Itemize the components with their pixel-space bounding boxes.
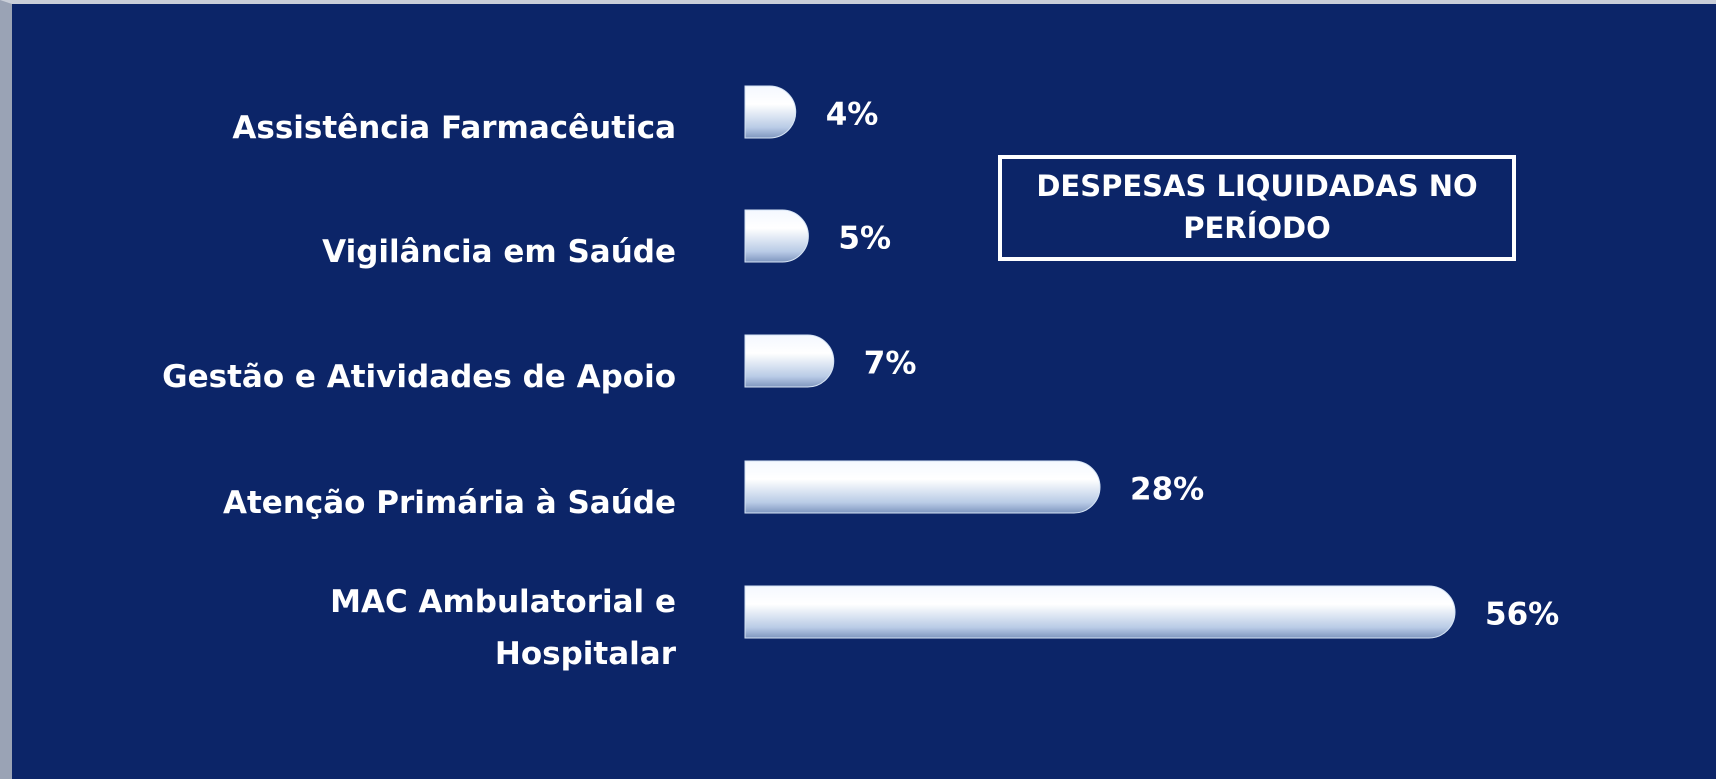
annotation-box: DESPESAS LIQUIDADAS NO PERÍODO bbox=[998, 155, 1516, 261]
bar bbox=[744, 334, 835, 388]
data-label: 5% bbox=[838, 221, 891, 257]
data-label: 28% bbox=[1130, 472, 1204, 508]
category-label: MAC Ambulatorial e Hospitalar bbox=[330, 584, 676, 672]
category-label: Atenção Primária à Saúde bbox=[222, 485, 676, 521]
data-label: 56% bbox=[1485, 597, 1559, 633]
category-label: Assistência Farmacêutica bbox=[232, 110, 676, 146]
data-label: 7% bbox=[864, 346, 917, 382]
category-label: Vigilância em Saúde bbox=[322, 234, 676, 270]
bar bbox=[744, 85, 797, 139]
data-label: 4% bbox=[826, 97, 879, 133]
category-label: Gestão e Atividades de Apoio bbox=[162, 359, 676, 395]
bar bbox=[744, 585, 1456, 639]
bar bbox=[744, 460, 1101, 514]
bar bbox=[744, 209, 809, 263]
